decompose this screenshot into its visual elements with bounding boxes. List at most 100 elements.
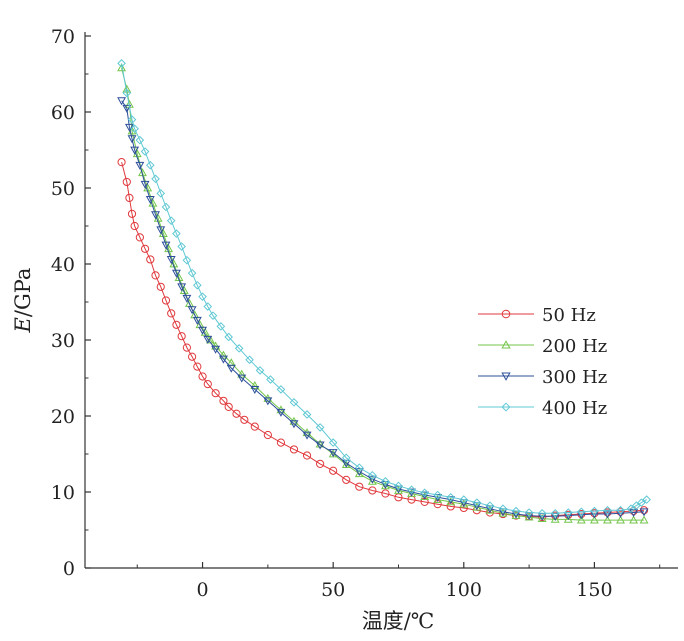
y-tick-label: 30 xyxy=(51,330,75,352)
y-tick-label: 40 xyxy=(51,254,75,276)
data-point xyxy=(117,97,127,106)
legend-label: 200 Hz xyxy=(542,336,607,357)
data-point xyxy=(328,449,338,458)
data-point xyxy=(198,326,208,335)
x-tick-label: 100 xyxy=(446,579,482,601)
data-point xyxy=(368,486,377,495)
data-point xyxy=(145,196,155,205)
legend-item: 300 Hz xyxy=(478,367,607,388)
y-tick-label: 50 xyxy=(51,178,75,200)
data-point xyxy=(219,355,228,364)
data-point xyxy=(263,430,272,440)
data-point xyxy=(198,372,207,381)
data-point xyxy=(122,88,132,98)
data-point xyxy=(211,389,220,398)
data-point xyxy=(187,268,197,278)
data-point xyxy=(161,202,171,212)
data-point xyxy=(302,410,312,419)
legend-item: 400 Hz xyxy=(478,398,607,419)
series-400-hz xyxy=(117,59,651,518)
data-point xyxy=(127,135,137,144)
data-point xyxy=(590,506,599,516)
data-point xyxy=(289,398,299,407)
legend-marker xyxy=(501,402,511,412)
y-axis-title-unit: /GPa xyxy=(11,268,35,318)
data-point xyxy=(187,306,197,315)
data-point xyxy=(603,515,612,524)
data-point xyxy=(639,515,649,524)
data-point xyxy=(394,481,403,491)
data-point xyxy=(616,515,625,524)
legend-item: 200 Hz xyxy=(478,336,607,357)
data-point xyxy=(639,508,649,517)
y-tick-label: 70 xyxy=(51,26,75,48)
data-point xyxy=(459,495,469,504)
data-point xyxy=(368,470,377,480)
data-point xyxy=(639,506,649,515)
data-point xyxy=(637,498,646,507)
data-point xyxy=(166,256,176,265)
data-point xyxy=(146,160,155,170)
data-point xyxy=(626,504,636,514)
data-point xyxy=(182,255,192,265)
data-point xyxy=(603,510,612,519)
data-point xyxy=(524,508,534,517)
data-point xyxy=(140,180,150,189)
legend-label: 400 Hz xyxy=(542,398,607,419)
x-tick-label: 0 xyxy=(197,579,209,601)
data-point xyxy=(289,420,299,429)
series-line xyxy=(121,63,647,514)
data-point xyxy=(616,505,625,515)
data-point xyxy=(446,493,456,502)
data-point xyxy=(315,423,325,432)
data-point xyxy=(250,380,260,389)
data-point xyxy=(407,488,416,497)
data-point xyxy=(140,147,150,156)
data-point xyxy=(224,332,233,342)
data-point xyxy=(177,332,186,341)
data-point xyxy=(563,514,573,523)
data-point xyxy=(354,469,364,478)
legend: 50 Hz 200 Hz 300 Hz 400 Hz xyxy=(478,305,607,419)
data-point xyxy=(127,115,137,124)
data-point xyxy=(355,482,364,491)
data-point xyxy=(245,355,254,365)
data-point xyxy=(203,379,212,389)
data-point xyxy=(250,422,259,431)
data-point xyxy=(135,135,145,145)
data-point xyxy=(172,229,181,238)
data-point xyxy=(234,344,244,353)
x-axis-title: 温度/℃ xyxy=(362,609,435,633)
data-point xyxy=(182,343,191,352)
data-point xyxy=(117,63,127,72)
data-point xyxy=(498,504,508,514)
data-point xyxy=(135,161,145,170)
data-point xyxy=(329,466,338,475)
data-point xyxy=(302,451,312,460)
data-point xyxy=(219,350,228,359)
data-point xyxy=(433,490,442,500)
data-point xyxy=(167,309,176,318)
data-point xyxy=(420,491,430,500)
data-point xyxy=(208,311,218,320)
data-point xyxy=(589,515,599,524)
data-point xyxy=(193,362,202,371)
data-point xyxy=(367,476,377,485)
data-point xyxy=(130,221,139,231)
data-point xyxy=(407,485,416,495)
data-point xyxy=(550,514,560,523)
data-point xyxy=(161,241,171,250)
data-point xyxy=(151,271,160,280)
data-point xyxy=(172,320,181,329)
data-point xyxy=(122,177,131,187)
data-point xyxy=(237,374,247,383)
data-point xyxy=(342,475,351,484)
data-point xyxy=(130,124,139,134)
legend-label: 50 Hz xyxy=(542,305,596,326)
y-axis: 0 10 20 30 40 50 60 70 xyxy=(51,26,91,580)
data-point xyxy=(124,123,134,132)
data-point xyxy=(485,501,495,510)
data-point xyxy=(135,233,144,242)
data-point xyxy=(117,158,126,167)
